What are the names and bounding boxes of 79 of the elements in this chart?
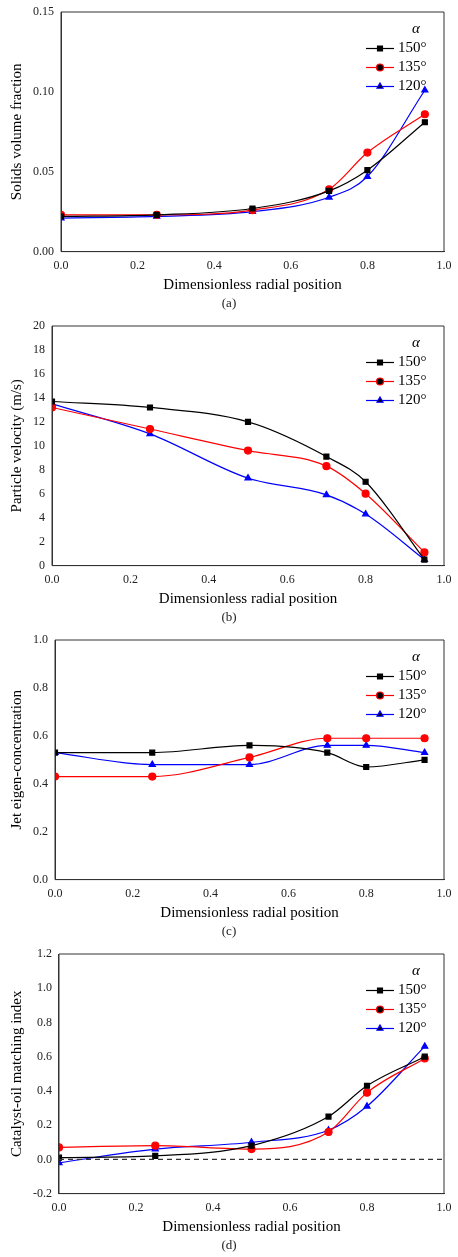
x-tick-label: 0.2 — [125, 885, 141, 900]
x-tick-label: 1.0 — [436, 571, 452, 586]
x-tick-label: 0.4 — [203, 885, 219, 900]
y-tick-label: 1.2 — [37, 946, 52, 961]
y-tick-label: 16 — [33, 366, 45, 381]
x-tick-label: 0.2 — [130, 257, 146, 272]
y-tick-label: 18 — [33, 342, 45, 357]
y-tick-label: -0.2 — [33, 1185, 52, 1200]
y-axis-title: Particle velocity (m/s) — [7, 379, 25, 513]
y-tick-label: 14 — [33, 390, 45, 405]
x-tick-label: 0.8 — [359, 257, 375, 272]
legend-label: 120° — [398, 705, 427, 722]
y-tick-label: 0.6 — [33, 728, 48, 742]
legend-title: α — [412, 20, 422, 37]
x-tick-label: 0.4 — [201, 571, 217, 586]
legend-label: 135° — [398, 1000, 427, 1017]
x-tick-label: 0.8 — [358, 571, 374, 586]
y-tick-label: 0.10 — [33, 84, 54, 99]
y-tick-label: 0.15 — [33, 4, 54, 19]
legend-title: α — [412, 334, 422, 351]
x-tick-label: 0.6 — [283, 257, 299, 272]
x-axis-title: Dimensionless radial position — [162, 1217, 342, 1234]
y-axis-title: Solids volume fraction — [7, 62, 24, 201]
x-axis-title: Dimensionless radial position — [163, 275, 343, 292]
y-tick-label: 0.2 — [33, 823, 48, 838]
legend-label: 150° — [398, 667, 427, 684]
y-tick-label: 0.4 — [37, 1083, 52, 1098]
legend-label: 135° — [398, 58, 427, 75]
x-tick-label: 0.6 — [282, 1199, 298, 1214]
x-tick-label: 0.8 — [359, 1199, 375, 1214]
text: (a) — [220, 294, 238, 312]
x-tick-label: 0.4 — [205, 1199, 221, 1214]
y-tick-label: 0.8 — [37, 1014, 52, 1029]
y-tick-label: 0.4 — [33, 775, 48, 790]
legend-label: 135° — [398, 372, 427, 389]
legend-label: 120° — [398, 1019, 427, 1036]
x-tick-label: 0.2 — [128, 1199, 144, 1214]
x-tick-label: 0.8 — [358, 885, 374, 900]
x-axis-title: Dimensionless radial position — [160, 903, 340, 920]
legend-title: α — [412, 962, 422, 979]
legend-label: 150° — [398, 981, 427, 998]
y-tick-label: 0.0 — [33, 871, 48, 886]
y-tick-label: 20 — [33, 318, 45, 333]
legend-label: 120° — [398, 391, 427, 408]
x-tick-label: 1.0 — [436, 257, 452, 272]
y-tick-label: 1.0 — [33, 632, 48, 647]
x-tick-label: 0.2 — [122, 571, 138, 586]
text: (c) — [220, 922, 238, 940]
y-tick-label: 8 — [39, 461, 45, 476]
y-tick-label: 4 — [39, 509, 45, 524]
y-tick-label: 0.00 — [33, 243, 54, 258]
y-tick-label: 0.05 — [33, 163, 54, 178]
y-tick-label: 0 — [39, 557, 45, 572]
legend-label: 135° — [398, 686, 427, 703]
legend-title: α — [412, 648, 422, 665]
y-tick-label: 2 — [39, 533, 45, 548]
legend-label: 150° — [398, 353, 427, 370]
y-tick-label: 0.8 — [33, 680, 48, 695]
x-tick-label: 1.0 — [436, 1199, 452, 1214]
x-tick-label: 0.4 — [206, 257, 222, 272]
y-tick-label: 6 — [39, 485, 45, 500]
y-axis-title: Jet eigen-concentration — [7, 689, 24, 830]
x-tick-label: 1.0 — [436, 885, 452, 900]
y-tick-label: 12 — [33, 414, 45, 428]
legend-label: 150° — [398, 39, 427, 56]
y-tick-label: 0.6 — [37, 1048, 52, 1063]
text: (d) — [220, 1236, 238, 1254]
y-tick-label: 0.2 — [37, 1117, 52, 1132]
y-tick-label: 10 — [33, 437, 45, 452]
text: (b) — [220, 608, 238, 626]
x-tick-label: 0.0 — [53, 257, 69, 272]
x-tick-label: 0.6 — [280, 885, 296, 900]
y-tick-label: 1.0 — [37, 980, 52, 995]
y-axis-title: Catalyst-oil matching index — [7, 989, 24, 1158]
x-axis-title: Dimensionless radial position — [158, 589, 338, 606]
y-tick-label: 0.0 — [37, 1151, 52, 1166]
x-tick-label: 0.6 — [279, 571, 295, 586]
legend-label: 120° — [398, 77, 427, 94]
x-tick-label: 0.0 — [51, 1199, 67, 1214]
